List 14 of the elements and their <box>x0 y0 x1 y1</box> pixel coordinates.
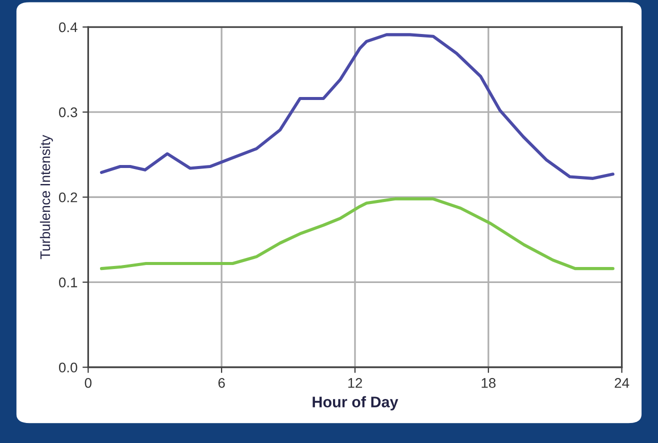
x-tick-label: 0 <box>84 378 92 388</box>
line-series <box>100 33 614 180</box>
x-tick-label: 12 <box>348 378 362 388</box>
y-tick-label: 0.0 <box>58 362 78 372</box>
y-tick-label: 0.3 <box>58 107 78 118</box>
x-tick-label: 24 <box>614 378 630 388</box>
line-series <box>100 197 614 270</box>
y-tick-label: 0.1 <box>58 278 78 288</box>
x-axis-title: Hour of Day <box>312 396 398 410</box>
x-tick-label: 18 <box>482 378 496 388</box>
y-tick-label: 0.2 <box>58 192 78 202</box>
y-tick-label: 0.4 <box>58 22 78 32</box>
y-axis-title: Turbulence Intensity <box>40 134 53 260</box>
x-tick-label: 6 <box>218 378 225 388</box>
